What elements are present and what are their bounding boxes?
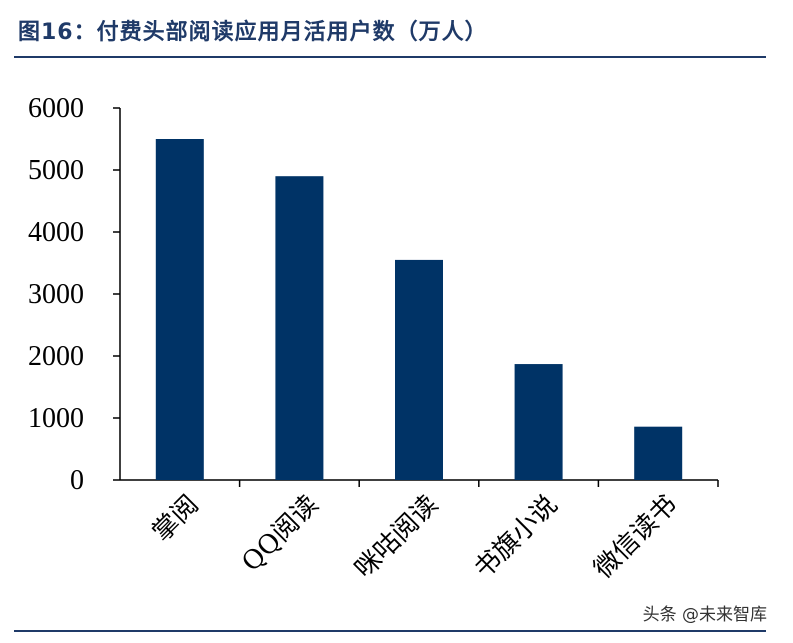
category-label: 微信读书 xyxy=(588,490,683,585)
watermark: 头条 @未来智库 xyxy=(642,605,767,625)
y-tick-label: 4000 xyxy=(28,217,84,248)
y-tick-label: 1000 xyxy=(28,403,84,434)
category-labels: 掌阅 QQ阅读 咪咕阅读 书旗小说 微信读书 xyxy=(147,490,683,585)
bars xyxy=(155,139,683,480)
y-axis: 0 1000 2000 3000 4000 5000 6000 xyxy=(28,93,121,496)
category-label: 掌阅 xyxy=(147,490,205,548)
bar-3 xyxy=(514,364,563,480)
y-tick-label: 2000 xyxy=(28,341,84,372)
category-label: 书旗小说 xyxy=(469,490,564,585)
bar-4 xyxy=(634,426,683,480)
category-label: QQ阅读 xyxy=(236,490,324,578)
y-tick-label: 3000 xyxy=(28,279,84,310)
title-divider xyxy=(14,56,766,58)
category-label: 咪咕阅读 xyxy=(349,490,444,585)
bar-1 xyxy=(275,176,324,480)
bar-0 xyxy=(155,139,204,480)
y-tick-label: 6000 xyxy=(28,93,84,124)
bar-2 xyxy=(395,259,443,480)
chart-title: 图16：付费头部阅读应用月活用户数（万人） xyxy=(18,20,488,45)
y-tick-label: 5000 xyxy=(28,155,84,186)
x-axis xyxy=(120,479,719,487)
y-tick-label: 0 xyxy=(70,465,84,496)
footer-divider xyxy=(14,630,766,632)
